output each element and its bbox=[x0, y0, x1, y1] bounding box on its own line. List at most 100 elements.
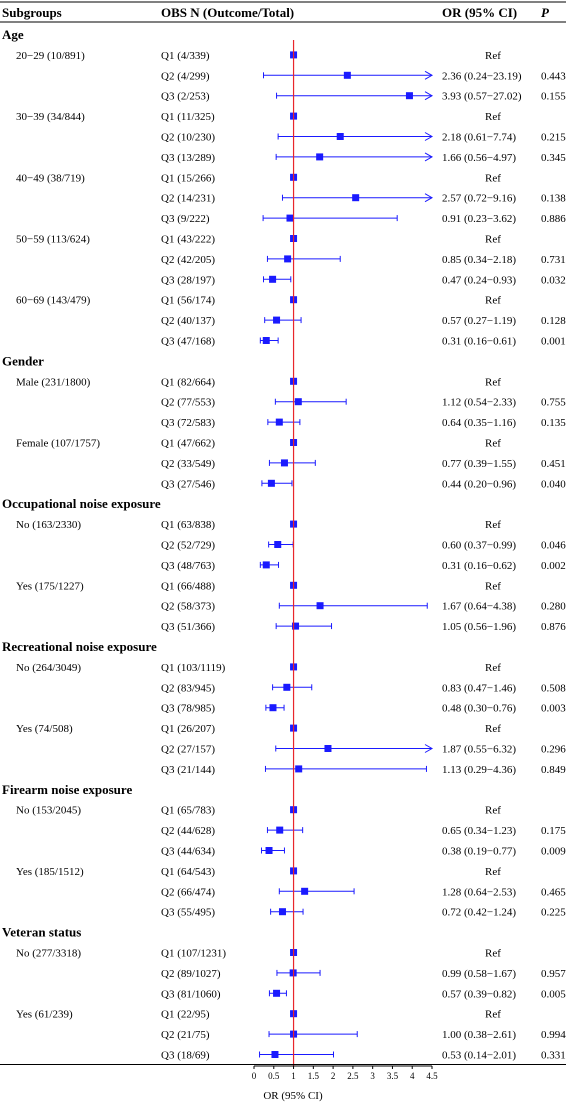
or-ci-value: 0.48 (0.30−0.76) bbox=[442, 703, 516, 715]
or-point bbox=[262, 337, 270, 344]
p-value: 0.994 bbox=[541, 1029, 566, 1041]
header-p: P bbox=[541, 5, 550, 20]
x-tick-label: 0 bbox=[252, 1071, 257, 1081]
or-ci-value: Ref bbox=[485, 50, 501, 62]
x-tick-label: 2.5 bbox=[347, 1071, 359, 1081]
or-ci-value: 0.53 (0.14−2.01) bbox=[442, 1050, 516, 1062]
quartile-label: Q3 (18/69) bbox=[161, 1050, 210, 1062]
quartile-label: Q1 (82/664) bbox=[161, 376, 215, 388]
quartile-label: Q2 (89/1027) bbox=[161, 968, 221, 980]
or-ci-value: 0.57 (0.39−0.82) bbox=[442, 988, 516, 1000]
or-ci-value: Ref bbox=[485, 580, 501, 592]
p-value: 0.040 bbox=[541, 478, 566, 490]
or-ci-value: 0.91 (0.23−3.62) bbox=[442, 213, 516, 225]
quartile-label: Q3 (9/222) bbox=[161, 213, 210, 225]
or-point bbox=[267, 479, 275, 487]
ci-arrow bbox=[424, 744, 434, 753]
quartile-label: Q2 (52/729) bbox=[161, 540, 215, 552]
p-value: 0.876 bbox=[541, 621, 566, 633]
quartile-label: Q3 (48/763) bbox=[161, 560, 215, 572]
subgroup-label: 50−59 (113/624) bbox=[16, 234, 90, 246]
x-tick-label: 3 bbox=[370, 1071, 375, 1081]
quartile-label: Q1 (56/174) bbox=[161, 295, 215, 307]
or-point bbox=[269, 275, 277, 283]
quartile-label: Q3 (28/197) bbox=[161, 274, 215, 286]
or-point bbox=[273, 989, 281, 997]
or-point bbox=[292, 622, 300, 630]
or-ci-value: 0.47 (0.24−0.93) bbox=[442, 274, 516, 286]
p-value: 0.465 bbox=[541, 886, 566, 898]
or-point bbox=[316, 602, 324, 610]
quartile-label: Q3 (78/985) bbox=[161, 703, 215, 715]
p-value: 0.508 bbox=[541, 682, 566, 694]
quartile-label: Q1 (66/488) bbox=[161, 580, 215, 592]
quartile-label: Q3 (55/495) bbox=[161, 907, 215, 919]
p-value: 0.005 bbox=[541, 988, 566, 1000]
or-ci-value: 1.13 (0.29−4.36) bbox=[442, 764, 516, 776]
p-value: 0.135 bbox=[541, 417, 566, 429]
or-ci-value: 0.38 (0.19−0.77) bbox=[442, 846, 516, 858]
forest-rows: Age 20−29 (10/891) Q1 (4/339) Ref Q2 (4/299)… bbox=[2, 27, 566, 1066]
x-tick-label: 1.5 bbox=[308, 1071, 320, 1081]
or-ci-value: Ref bbox=[485, 234, 501, 246]
x-axis: 0 0.5 1 1.5 2 2.5 3 3.5 4 4.5 bbox=[0, 1064, 566, 1081]
or-ci-value: 0.64 (0.35−1.16) bbox=[442, 417, 516, 429]
quartile-label: Q2 (4/299) bbox=[161, 70, 210, 82]
header-or: OR (95% CI) bbox=[442, 5, 517, 20]
x-tick-label: 4.5 bbox=[426, 1071, 438, 1081]
quartile-label: Q2 (58/373) bbox=[161, 601, 215, 613]
or-ci-value: 1.66 (0.56−4.97) bbox=[442, 152, 516, 164]
quartile-label: Q3 (81/1060) bbox=[161, 988, 221, 1000]
subgroup-label: Yes (74/508) bbox=[16, 723, 73, 735]
or-ci-value: 0.99 (0.58−1.67) bbox=[442, 968, 516, 980]
or-point bbox=[324, 745, 332, 752]
subgroup-label: No (277/3318) bbox=[16, 948, 81, 960]
p-value: 0.002 bbox=[541, 560, 566, 572]
quartile-label: Q1 (43/222) bbox=[161, 234, 215, 246]
subgroup-label: Yes (185/1512) bbox=[16, 866, 84, 878]
quartile-label: Q3 (27/546) bbox=[161, 478, 215, 490]
quartile-label: Q1 (26/207) bbox=[161, 723, 215, 735]
or-point bbox=[280, 459, 288, 467]
section-title: Veteran status bbox=[2, 925, 81, 940]
or-ci-value: Ref bbox=[485, 295, 501, 307]
or-point bbox=[316, 153, 324, 161]
p-value: 0.331 bbox=[541, 1050, 566, 1062]
or-ci-value: Ref bbox=[485, 866, 501, 878]
x-tick-label: 0.5 bbox=[268, 1071, 280, 1081]
subgroup-label: Female (107/1757) bbox=[16, 438, 100, 450]
or-point bbox=[262, 561, 270, 569]
p-value: 0.009 bbox=[541, 846, 566, 858]
ci-arrow bbox=[424, 132, 434, 141]
quartile-label: Q2 (42/205) bbox=[161, 254, 215, 266]
p-value: 0.225 bbox=[541, 907, 566, 919]
quartile-label: Q2 (83/945) bbox=[161, 682, 215, 694]
p-value: 0.032 bbox=[541, 274, 566, 286]
section-title: Age bbox=[2, 27, 24, 42]
p-value: 0.175 bbox=[541, 825, 566, 837]
or-ci-value: 2.18 (0.61−7.74) bbox=[442, 132, 516, 144]
or-point bbox=[405, 92, 413, 100]
p-value: 0.345 bbox=[541, 152, 566, 164]
x-tick-label: 3.5 bbox=[387, 1071, 399, 1081]
or-ci-value: 1.00 (0.38−2.61) bbox=[442, 1029, 516, 1041]
or-ci-value: Ref bbox=[485, 948, 501, 960]
or-ci-value: 0.44 (0.20−0.96) bbox=[442, 478, 516, 490]
or-ci-value: 1.67 (0.64−4.38) bbox=[442, 601, 516, 613]
or-point bbox=[301, 887, 309, 895]
or-point bbox=[284, 255, 292, 263]
p-value: 0.443 bbox=[541, 70, 566, 82]
or-ci-value: 3.93 (0.57−27.02) bbox=[442, 91, 522, 103]
p-value: 0.451 bbox=[541, 458, 566, 470]
ci-arrow bbox=[424, 91, 434, 101]
subgroup-label: No (153/2045) bbox=[16, 805, 81, 817]
ci-arrow bbox=[424, 70, 434, 80]
or-ci-value: 0.65 (0.34−1.23) bbox=[442, 825, 516, 837]
quartile-label: Q2 (33/549) bbox=[161, 458, 215, 470]
quartile-label: Q1 (4/339) bbox=[161, 50, 210, 62]
or-point bbox=[265, 847, 273, 854]
subgroup-label: No (163/2330) bbox=[16, 519, 81, 531]
p-value: 0.849 bbox=[541, 764, 566, 776]
quartile-label: Q1 (107/1231) bbox=[161, 948, 226, 960]
or-ci-value: 2.57 (0.72−9.16) bbox=[442, 193, 516, 205]
